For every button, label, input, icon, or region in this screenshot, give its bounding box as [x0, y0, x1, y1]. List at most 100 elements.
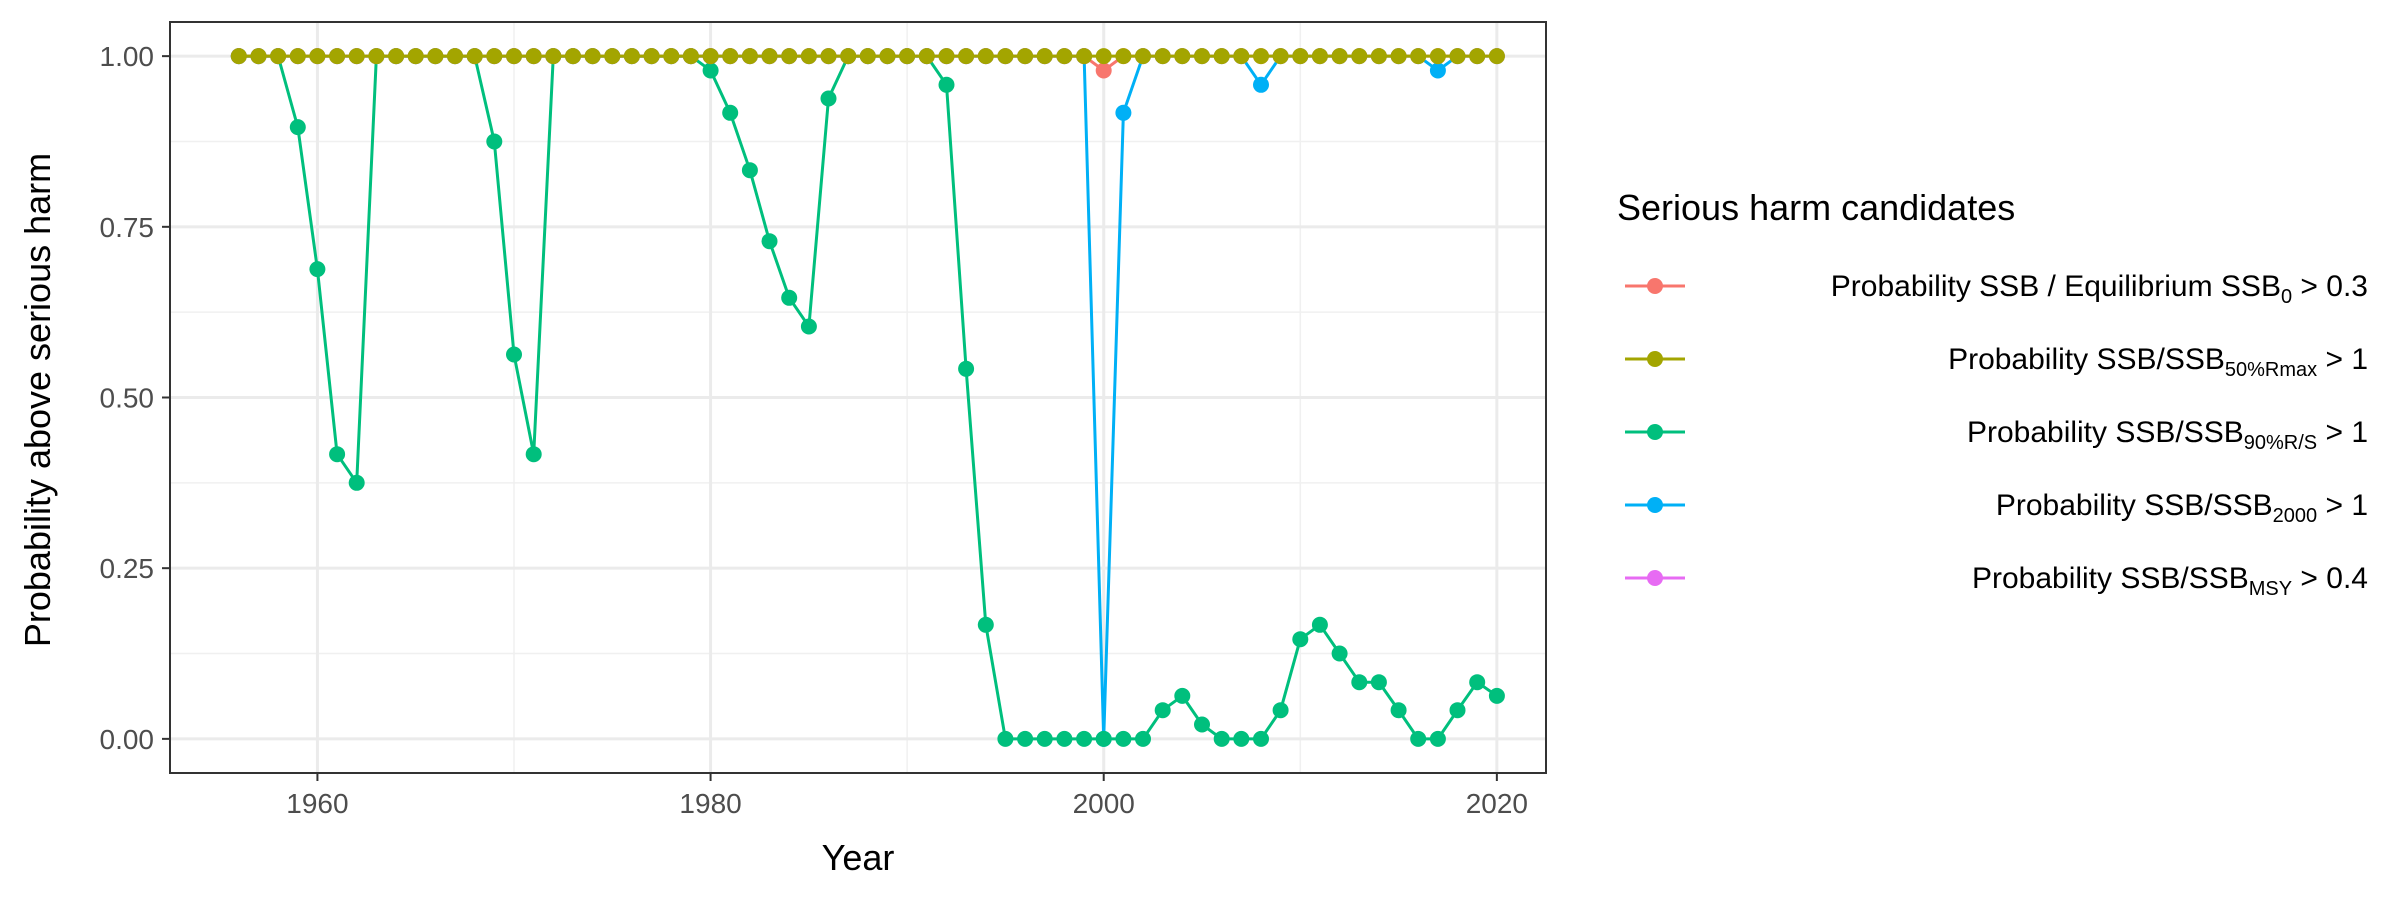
- data-point: [879, 48, 896, 65]
- data-point: [1449, 48, 1466, 65]
- data-point: [1253, 730, 1269, 747]
- data-point: [1253, 76, 1269, 93]
- data-point: [1351, 48, 1368, 65]
- data-point: [840, 48, 857, 65]
- data-point: [1095, 48, 1112, 65]
- x-tick-label: 1960: [286, 788, 348, 819]
- data-point: [958, 48, 975, 65]
- data-point: [761, 233, 778, 250]
- data-point: [329, 48, 346, 65]
- data-point: [761, 48, 778, 65]
- data-point: [623, 48, 640, 65]
- legend-entries: Probability SSB / Equilibrium SSB0 > 0.3…: [1625, 270, 2368, 600]
- data-point: [722, 104, 739, 121]
- data-point: [1410, 730, 1427, 747]
- data-point: [1194, 716, 1210, 733]
- legend-entry-1: Probability SSB / Equilibrium SSB0 > 0.3: [1625, 270, 2368, 308]
- data-point: [1272, 702, 1289, 719]
- data-point: [781, 48, 798, 65]
- legend-key-point: [1647, 351, 1663, 367]
- data-point: [1076, 48, 1093, 65]
- data-point: [1429, 48, 1446, 65]
- data-point: [348, 48, 365, 65]
- data-point: [427, 48, 444, 65]
- data-point: [545, 48, 562, 65]
- data-point: [643, 48, 660, 65]
- data-point: [486, 133, 503, 150]
- legend-label: Probability SSB/SSB2000 > 1: [1996, 489, 2368, 527]
- legend-label: Probability SSB/SSBMSY > 0.4: [1972, 562, 2368, 600]
- legend-key-point: [1647, 278, 1663, 294]
- data-point: [1213, 48, 1230, 65]
- data-point: [800, 318, 817, 335]
- data-point: [702, 62, 719, 79]
- data-point: [1154, 48, 1171, 65]
- data-point: [1469, 48, 1486, 65]
- data-point: [1115, 104, 1132, 121]
- data-point: [1449, 702, 1466, 719]
- data-point: [1253, 48, 1269, 65]
- data-point: [584, 48, 601, 65]
- data-point: [1331, 645, 1348, 662]
- data-point: [663, 48, 680, 65]
- data-point: [1390, 48, 1407, 65]
- y-tick-label: 1.00: [100, 41, 155, 72]
- data-point: [565, 48, 581, 65]
- data-point: [525, 446, 542, 463]
- data-point: [1115, 730, 1132, 747]
- data-point: [1036, 730, 1053, 747]
- series-2: [230, 48, 1505, 65]
- data-point: [958, 360, 975, 377]
- data-point: [1076, 730, 1093, 747]
- data-point: [506, 346, 522, 363]
- data-point: [1390, 702, 1407, 719]
- data-point: [800, 48, 817, 65]
- data-point: [1488, 687, 1505, 704]
- data-point: [938, 76, 955, 93]
- data-point: [1095, 62, 1112, 79]
- data-point: [1233, 730, 1250, 747]
- data-point: [702, 48, 719, 65]
- y-tick-label: 0.75: [100, 212, 155, 243]
- data-point: [1017, 48, 1034, 65]
- legend-entry-5: Probability SSB/SSBMSY > 0.4: [1625, 562, 2368, 600]
- data-point: [368, 48, 385, 65]
- data-point: [781, 289, 798, 306]
- legend-label: Probability SSB/SSB90%R/S > 1: [1967, 416, 2368, 454]
- data-point: [388, 48, 405, 65]
- data-point: [820, 48, 837, 65]
- data-point: [270, 48, 287, 65]
- legend: Serious harm candidates Probability SSB …: [1617, 187, 2368, 600]
- data-point: [525, 48, 542, 65]
- data-point: [1233, 48, 1250, 65]
- legend-title: Serious harm candidates: [1617, 187, 2015, 228]
- plot-panel: [169, 21, 1547, 774]
- data-point: [348, 474, 365, 491]
- data-point: [506, 48, 522, 65]
- data-point: [977, 616, 994, 633]
- data-point: [309, 261, 326, 278]
- x-axis-title: Year: [822, 837, 895, 878]
- data-point: [938, 48, 955, 65]
- data-point: [1154, 702, 1171, 719]
- data-point: [1036, 48, 1053, 65]
- y-axis: 0.00 0.25 0.50 0.75 1.00: [100, 41, 170, 755]
- data-point: [918, 48, 935, 65]
- legend-label: Probability SSB/SSB50%Rmax > 1: [1948, 343, 2368, 381]
- data-point: [682, 48, 699, 65]
- data-point: [1429, 62, 1446, 79]
- data-point: [1115, 48, 1132, 65]
- data-point: [899, 48, 916, 65]
- data-point: [309, 48, 326, 65]
- data-point: [486, 48, 503, 65]
- legend-label: Probability SSB / Equilibrium SSB0 > 0.3: [1831, 270, 2368, 308]
- data-point: [1351, 674, 1368, 691]
- data-point: [1095, 730, 1112, 747]
- data-point: [1056, 48, 1073, 65]
- data-point: [1311, 48, 1328, 65]
- data-point: [741, 48, 758, 65]
- data-point: [1017, 730, 1034, 747]
- data-point: [859, 48, 876, 65]
